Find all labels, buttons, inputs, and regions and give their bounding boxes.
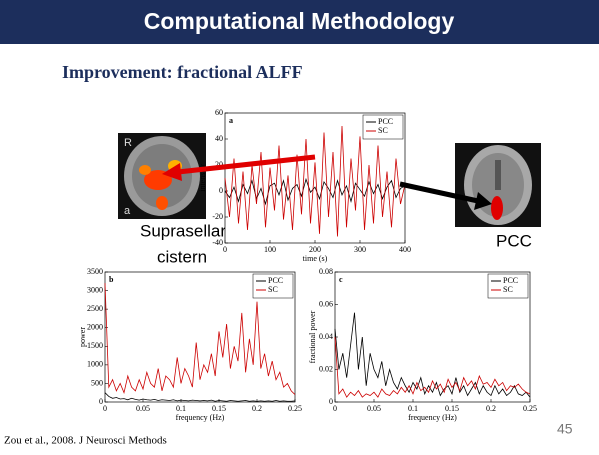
panel-label: c (339, 275, 343, 284)
x-tick-label: 0.25 (523, 404, 537, 413)
y-tick-label: 0 (219, 186, 223, 195)
x-tick-label: 0 (333, 404, 337, 413)
slide-title: Computational Methodology (144, 8, 455, 34)
y-tick-label: 0.02 (319, 364, 333, 373)
y-tick-label: 1500 (87, 341, 103, 350)
y-tick-label: 60 (215, 108, 223, 117)
y-tick-label: 1000 (87, 360, 103, 369)
legend-label: PCC (503, 276, 518, 285)
left-brain-image: R a (118, 133, 206, 219)
x-tick-label: 0.05 (367, 404, 381, 413)
orientation-label: a (124, 205, 131, 217)
x-tick-label: 0.2 (252, 404, 262, 413)
x-tick-label: 0.1 (176, 404, 186, 413)
x-tick-label: 200 (309, 245, 321, 254)
x-axis-label: frequency (Hz) (176, 413, 225, 422)
y-tick-label: 3500 (87, 267, 103, 276)
page-number: 45 (557, 421, 573, 437)
x-axis-label: time (s) (303, 254, 328, 263)
y-tick-label: 2000 (87, 323, 103, 332)
y-tick-label: -20 (212, 212, 223, 221)
y-axis-label: power (78, 327, 87, 347)
y-tick-label: 2500 (87, 304, 103, 313)
right-brain-image (455, 143, 541, 227)
x-tick-label: 300 (354, 245, 366, 254)
x-tick-label: 0.15 (445, 404, 459, 413)
y-tick-label: 0.04 (319, 332, 333, 341)
y-axis-label: fractional power (308, 310, 317, 363)
x-tick-label: 0 (103, 404, 107, 413)
region-label: PCC (496, 231, 532, 250)
legend-label: PCC (378, 117, 393, 126)
region-label: cistern (157, 247, 207, 266)
legend-label: SC (378, 126, 388, 135)
y-tick-label: 40 (215, 134, 223, 143)
orientation-label: R (124, 137, 132, 149)
x-tick-label: 0.1 (408, 404, 418, 413)
x-tick-label: 0.15 (212, 404, 226, 413)
x-tick-label: 400 (399, 245, 411, 254)
citation: Zou et al., 2008. J Neurosci Methods (4, 435, 167, 447)
legend-label: SC (268, 285, 278, 294)
x-tick-label: 100 (264, 245, 276, 254)
page: {"header": {"title": "Computational Meth… (0, 0, 599, 450)
slide-subtitle: Improvement: fractional ALFF (62, 62, 303, 82)
x-tick-label: 0.2 (486, 404, 496, 413)
legend-label: SC (503, 285, 513, 294)
x-tick-label: 0 (223, 245, 227, 254)
y-tick-label: -40 (212, 238, 223, 247)
x-tick-label: 0.25 (288, 404, 302, 413)
slide: Computational Methodology Improvement: f… (0, 0, 599, 450)
panel-label: a (229, 116, 233, 125)
y-tick-label: 0.08 (319, 267, 333, 276)
y-tick-label: 3000 (87, 285, 103, 294)
y-tick-label: 0.06 (319, 299, 333, 308)
legend-label: PCC (268, 276, 283, 285)
panel-label: b (109, 275, 114, 284)
x-axis-label: frequency (Hz) (408, 413, 457, 422)
x-tick-label: 0.05 (136, 404, 150, 413)
y-tick-label: 500 (91, 378, 103, 387)
